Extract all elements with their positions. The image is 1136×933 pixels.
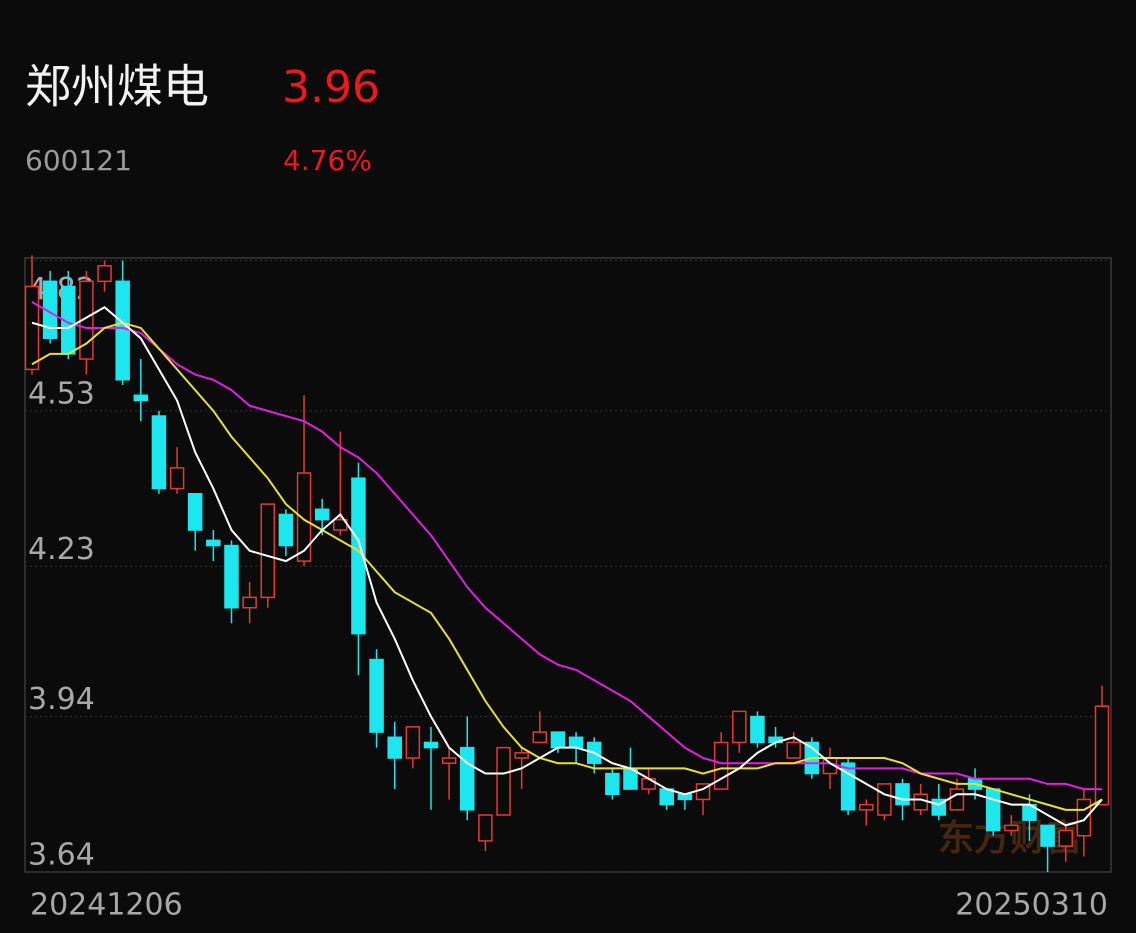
candle-body xyxy=(278,513,294,547)
candle-body xyxy=(441,757,457,764)
candle-body xyxy=(550,731,566,749)
candle-body xyxy=(169,467,185,490)
candle-body xyxy=(786,741,801,759)
candle-body xyxy=(913,793,928,811)
candle-body xyxy=(151,415,167,490)
candle-body xyxy=(532,731,548,744)
change-percent: 4.76% xyxy=(283,144,372,177)
candle-body xyxy=(877,783,892,816)
y-tick-label: 3.64 xyxy=(28,838,95,873)
watermark: 东方财富 xyxy=(938,817,1082,859)
moving-average-line xyxy=(31,306,1103,827)
y-tick-label: 4.23 xyxy=(28,532,95,567)
candle-body xyxy=(133,394,149,402)
candle-body xyxy=(605,772,620,796)
candle-body xyxy=(985,788,1001,832)
candle-body xyxy=(115,280,130,381)
candle-body xyxy=(1094,705,1110,806)
x-tick-label: 20250310 xyxy=(955,888,1108,923)
candle-body xyxy=(460,746,475,811)
candle-body xyxy=(568,736,584,749)
candle-body xyxy=(478,814,493,842)
candle-body xyxy=(895,783,910,806)
moving-average-line xyxy=(31,321,1103,811)
plot-frame xyxy=(24,257,1112,873)
candle-body xyxy=(296,472,312,562)
candle-body xyxy=(423,741,439,749)
candle-body xyxy=(260,503,276,599)
candle-body xyxy=(949,788,965,811)
moving-average-line xyxy=(31,301,1102,791)
candle-body xyxy=(1004,824,1019,832)
candle-body xyxy=(1058,829,1073,847)
x-tick-label: 20241206 xyxy=(30,888,183,923)
stock-price: 3.96 xyxy=(282,62,380,113)
candle-body xyxy=(206,539,221,547)
y-tick-label: 3.94 xyxy=(28,682,95,717)
candle-body xyxy=(514,752,529,759)
candle-body xyxy=(224,544,239,609)
candle-body xyxy=(1040,824,1055,847)
candle-body xyxy=(24,285,40,371)
candle-body xyxy=(387,736,402,759)
y-tick-label: 4.53 xyxy=(28,376,95,411)
candle-body xyxy=(242,596,257,609)
stock-code: 600121 xyxy=(25,144,132,177)
candle-body xyxy=(732,710,747,744)
candle-body xyxy=(314,508,330,521)
candle-body xyxy=(351,477,366,635)
candle-body xyxy=(405,726,421,759)
stock-name: 郑州煤电 xyxy=(25,60,209,114)
candle-body xyxy=(369,658,384,733)
candle-body xyxy=(858,803,874,811)
candle-body xyxy=(496,746,511,816)
candle-body xyxy=(1076,798,1092,837)
candle-body xyxy=(750,715,765,744)
candle-body xyxy=(187,493,203,531)
candle-body xyxy=(97,265,112,283)
